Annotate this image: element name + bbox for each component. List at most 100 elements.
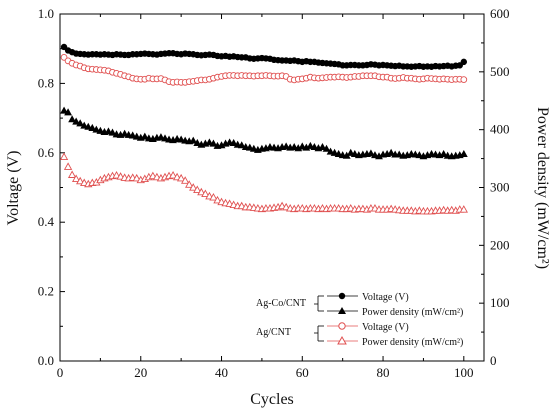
triangle-point <box>213 195 222 204</box>
y-tick-label: 0.4 <box>38 214 55 229</box>
triangle-point <box>326 147 335 155</box>
y-axis-right: 0 100 200 300 400 500 600 <box>479 6 510 368</box>
triangle-point <box>177 135 186 143</box>
y-tick-label: 0.6 <box>38 145 55 160</box>
legend-entry-ag-power: Power density (mW/cm²) <box>362 337 463 348</box>
circle-point <box>460 58 468 66</box>
triangle-point <box>108 128 117 136</box>
triangle-point <box>128 131 137 139</box>
triangle-point <box>245 143 254 151</box>
triangle-point <box>64 108 72 116</box>
triangle-point <box>140 132 149 140</box>
series-ag-cnt-power <box>59 152 468 215</box>
legend-entry-agco-power: Power density (mW/cm²) <box>362 307 463 318</box>
legend-entry-agco-voltage: Voltage (V) <box>362 292 409 303</box>
triangle-point <box>132 173 141 182</box>
triangle-point <box>318 142 327 151</box>
triangle-point <box>68 115 77 123</box>
triangle-point <box>459 205 468 213</box>
triangle-point <box>104 127 113 135</box>
triangle-point <box>60 106 68 114</box>
y-axis-left: 0.0 0.2 0.4 0.6 0.8 1.0 <box>38 6 65 368</box>
legend-marker-agco-voltage <box>338 292 346 300</box>
triangle-point <box>459 149 468 157</box>
series-ag-cnt-voltage <box>60 54 468 86</box>
triangle-point <box>322 144 331 152</box>
x-tick-label: 60 <box>296 365 309 380</box>
triangle-point <box>168 171 178 179</box>
triangle-point <box>249 144 258 152</box>
triangle-point <box>63 162 73 170</box>
x-tick-label: 80 <box>377 365 390 380</box>
series-ag-co-cnt-voltage <box>60 43 468 70</box>
x-tick-label: 100 <box>454 365 474 380</box>
triangle-point <box>193 138 202 146</box>
triangle-point <box>201 189 210 198</box>
triangle-point <box>157 133 165 141</box>
series-ag-co-cnt-power <box>60 106 468 160</box>
triangle-point <box>306 141 315 149</box>
triangle-point <box>176 173 186 182</box>
triangle-point <box>205 138 214 146</box>
triangle-point <box>439 149 448 157</box>
triangle-point <box>395 150 404 158</box>
triangle-point <box>181 176 190 184</box>
triangle-point <box>132 132 141 140</box>
triangle-point <box>76 119 85 127</box>
x-tick-label: 20 <box>134 365 147 380</box>
legend-marker-ag-voltage <box>338 322 346 330</box>
triangle-point <box>92 125 101 133</box>
triangle-point <box>84 122 93 130</box>
legend-entry-ag-voltage: Voltage (V) <box>362 322 409 333</box>
triangle-point <box>193 185 202 193</box>
triangle-point <box>387 148 396 156</box>
triangle-point <box>80 121 89 129</box>
triangle-point <box>72 117 81 125</box>
triangle-point <box>350 149 359 157</box>
triangle-point <box>71 174 81 182</box>
y-axis-title: Voltage (V) <box>5 151 22 226</box>
series-layer <box>59 43 468 215</box>
circle-point <box>460 76 468 83</box>
triangle-point <box>209 139 218 147</box>
x-axis: 0 20 40 60 80 100 <box>57 14 474 380</box>
y-tick-label: 1.0 <box>38 6 54 21</box>
triangle-point <box>189 183 198 191</box>
triangle-point <box>282 142 291 150</box>
triangle-point <box>371 151 379 159</box>
y2-tick-label: 0 <box>490 353 497 368</box>
y-tick-label: 0.0 <box>38 353 54 368</box>
triangle-point <box>161 134 169 142</box>
y2-tick-label: 100 <box>490 295 510 310</box>
triangle-point <box>76 176 85 185</box>
triangle-point <box>330 148 339 156</box>
triangle-point <box>229 138 238 146</box>
triangle-point <box>310 142 319 151</box>
triangle-point <box>209 193 218 201</box>
triangle-point <box>197 187 206 196</box>
y2-axis-title: Power density (mW/cm²) <box>534 107 550 269</box>
y-tick-label: 0.8 <box>38 75 54 90</box>
legend: Ag-Co/CNT Voltage (V) Power density (mW/… <box>256 292 463 348</box>
triangle-point <box>298 142 307 150</box>
y2-tick-label: 200 <box>490 237 510 252</box>
triangle-point <box>367 149 375 157</box>
triangle-point <box>185 180 194 188</box>
triangle-point <box>415 151 424 159</box>
triangle-point <box>88 123 97 131</box>
circle-point <box>456 62 463 69</box>
triangle-point <box>67 170 77 178</box>
y2-tick-label: 400 <box>490 122 510 137</box>
triangle-point <box>334 149 343 157</box>
y2-tick-label: 500 <box>490 64 510 79</box>
triangle-point <box>290 142 299 151</box>
y-tick-label: 0.2 <box>38 284 54 299</box>
legend-group-label-2: Ag/CNT <box>256 327 291 338</box>
y2-tick-label: 600 <box>490 6 510 21</box>
x-tick-label: 40 <box>215 365 228 380</box>
x-axis-title: Cycles <box>250 391 294 408</box>
triangle-point <box>120 129 129 137</box>
y2-tick-label: 300 <box>490 180 510 195</box>
legend-marker-ag-power <box>337 335 347 345</box>
